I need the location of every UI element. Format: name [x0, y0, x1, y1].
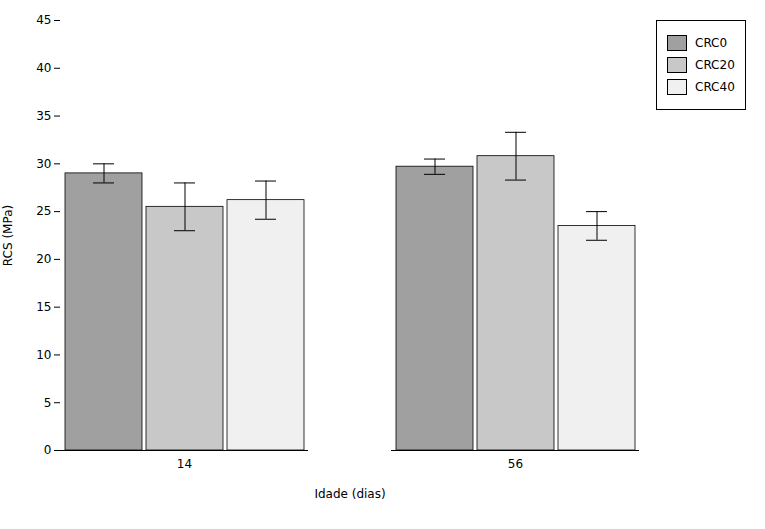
svg-text:25: 25 [36, 204, 51, 218]
svg-text:RCS (MPa): RCS (MPa) [1, 205, 15, 266]
svg-text:30: 30 [36, 157, 51, 171]
svg-text:5: 5 [44, 396, 52, 410]
svg-text:40: 40 [36, 61, 51, 75]
svg-text:Idade (dias): Idade (dias) [314, 487, 385, 501]
svg-text:20: 20 [36, 252, 51, 266]
html-text:CRC40: CRC40 [695, 80, 735, 94]
svg-text:35: 35 [36, 109, 51, 123]
svg-text:10: 10 [36, 348, 51, 362]
html-text:CRC20: CRC20 [695, 58, 735, 72]
svg-text:14: 14 [177, 457, 192, 471]
html-text:CRC0: CRC0 [695, 36, 728, 50]
svg-text:45: 45 [36, 13, 51, 27]
svg-text:15: 15 [36, 300, 51, 314]
svg-text:56: 56 [508, 457, 523, 471]
svg-text:0: 0 [44, 443, 52, 457]
